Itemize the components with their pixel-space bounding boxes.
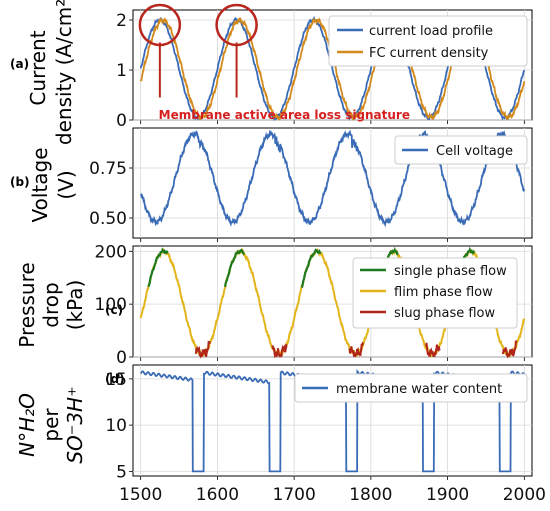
panel-d-ylabel-line3: SO⁻3H⁺ — [63, 386, 87, 463]
panel-b-ylabel-line1: Voltage — [28, 147, 52, 222]
legend-box — [352, 257, 518, 329]
y-tick-label: 1 — [116, 61, 127, 81]
legend-label: flim phase flow — [394, 285, 493, 300]
y-tick-label: 5 — [116, 462, 127, 482]
legend-label: membrane water content — [336, 382, 502, 397]
y-tick-label: 15 — [105, 370, 127, 390]
x-tick-label: 1900 — [426, 485, 469, 505]
x-tick-label: 2000 — [503, 485, 546, 505]
panel-d-ylabel-line1: N°H₂O — [15, 393, 39, 457]
panel-a-label: (a) — [10, 57, 29, 71]
panel-d-plot: 5 10 15 membrane water content 1500 1600 1700 1… — [105, 364, 546, 505]
legend-box — [294, 373, 528, 403]
panel-c-ylabel-line1: Pressure — [15, 262, 39, 347]
panel-c: (c) Pressure drop (kPa) — [15, 262, 123, 347]
legend-c: single phase flow flim phase flow slug pha… — [352, 257, 518, 329]
panel-c-ylabel-line3: (kPa) — [63, 280, 87, 331]
panel-b: (b) Voltage (V) — [10, 147, 78, 222]
panel-a-ylabel-line2: density (A/cm²) — [52, 0, 76, 145]
series-line-slug-phase-flow — [194, 340, 211, 359]
legend-label: single phase flow — [394, 264, 507, 279]
series-line-slug-phase-flow — [425, 342, 441, 357]
series-line-single-phase-flow — [300, 248, 322, 289]
series-line-slug-phase-flow — [348, 341, 364, 358]
y-tick-label: 0 — [116, 111, 127, 131]
legend-label: FC current density — [369, 46, 489, 61]
panel-d-label: (d) — [105, 372, 125, 386]
legend-label: slug phase flow — [394, 306, 496, 321]
x-tick-label: 1500 — [119, 485, 162, 505]
panel-d: (d) N°H₂O per SO⁻3H⁺ — [15, 372, 125, 464]
series-line-slug-phase-flow — [271, 344, 288, 359]
y-tick-label: 0.75 — [89, 159, 127, 179]
series-line-cell-voltage — [139, 129, 526, 228]
x-tick-label: 1700 — [273, 485, 316, 505]
legend-label: Cell voltage — [436, 144, 513, 159]
y-tick-label: 0 — [116, 348, 127, 368]
panel-a-ylabel-line1: Current — [26, 30, 50, 105]
panel-b-plot: 0.50 0.75 Cell voltage — [89, 127, 533, 242]
legend-label: current load profile — [369, 24, 493, 39]
panel-b-ylabel-line2: (V) — [54, 170, 78, 199]
series-line-single-phase-flow — [147, 247, 169, 288]
panel-d-ylabel-line2: per — [39, 408, 63, 442]
panel-b-label: (b) — [10, 175, 30, 189]
series-line-slug-phase-flow — [501, 340, 518, 359]
x-tick-label: 1600 — [196, 485, 239, 505]
panel-c-ylabel-line2: drop — [39, 282, 63, 327]
legend-d: membrane water content — [294, 373, 528, 403]
y-tick-label: 2 — [116, 11, 127, 31]
y-tick-label: 10 — [105, 416, 127, 436]
legend-box — [328, 15, 528, 67]
y-tick-label: 0.50 — [89, 209, 127, 229]
annotation-text: Membrane active area loss signature — [159, 108, 410, 122]
y-tick-label: 200 — [95, 242, 127, 262]
panel-c-label: (c) — [105, 303, 123, 317]
panel-a: (a) Current density (A/cm²) — [10, 0, 76, 145]
legend-box — [394, 135, 528, 165]
series-line-single-phase-flow — [224, 248, 245, 288]
panel-a-plot: 0 1 2 Membrane active area loss signature cu… — [116, 3, 533, 131]
y-tick-label: 100 — [95, 295, 127, 315]
legend-a: current load profile FC current density — [328, 15, 528, 67]
x-tick-label: 1800 — [349, 485, 392, 505]
legend-b: Cell voltage — [394, 135, 528, 165]
